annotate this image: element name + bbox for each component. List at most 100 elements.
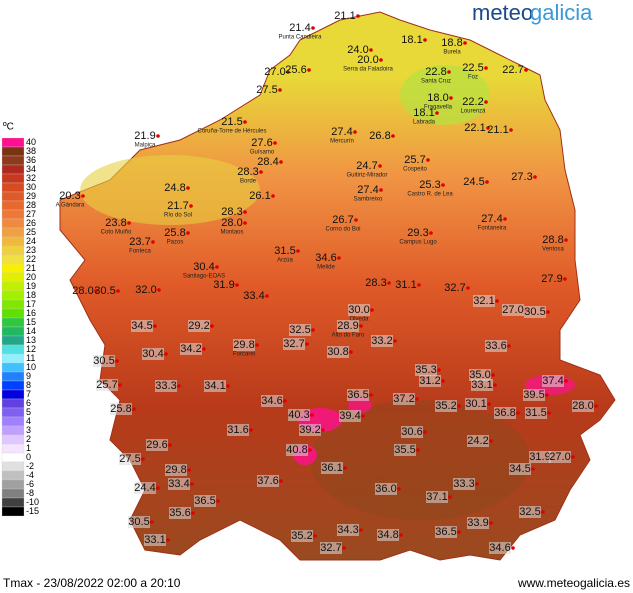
station-value: 21.5 (221, 116, 242, 128)
station-value: 29.2 (188, 320, 209, 332)
value-box (377, 529, 399, 541)
legend-swatch (1, 317, 25, 328)
station-value: 25.7 (404, 154, 425, 166)
legend-swatch (1, 200, 25, 211)
value-box (524, 306, 546, 318)
station-value: 20.0 (357, 54, 378, 66)
legend-label: 19 (26, 281, 36, 291)
station-value: 37.2 (393, 393, 414, 405)
station-value: 21.1 (334, 10, 355, 22)
legend-label: 6 (26, 398, 31, 408)
station-name: Guísamo (250, 150, 275, 156)
station-name: Corno do Boi (325, 227, 360, 233)
station-value: 30.5 (93, 355, 114, 367)
station-value: 27.9 (541, 273, 562, 285)
value-box (509, 463, 531, 475)
station-dot (132, 407, 136, 411)
station-value: 31.2 (419, 375, 440, 387)
station-name: Santa Cruz (421, 79, 451, 85)
station-value: 36.0 (375, 483, 396, 495)
station-dot (379, 58, 383, 62)
station-dot (310, 413, 314, 417)
legend-swatch (1, 488, 25, 499)
station-value: 40.3 (288, 409, 309, 421)
station-value: 22.2 (462, 96, 483, 108)
value-box (489, 542, 511, 554)
station-name: Fonteca (129, 249, 151, 255)
legend-label: 26 (26, 218, 36, 228)
station-value: 24.8 (164, 182, 185, 194)
station-name: Borde (240, 179, 257, 185)
station-name: Castro R. de Lea (407, 192, 453, 198)
value-box (465, 398, 487, 410)
value-box (299, 424, 321, 436)
station-dot (547, 411, 551, 415)
station-value: 22.7 (502, 64, 523, 76)
station-value: 30.6 (401, 426, 422, 438)
legend-label: -4 (26, 470, 34, 480)
station-dot (489, 521, 493, 525)
station-dot (168, 443, 172, 447)
legend-label: 15 (26, 317, 36, 327)
station-value: 34.3 (337, 524, 358, 536)
station-value: 24.7 (356, 160, 377, 172)
legend-label: 4 (26, 416, 31, 426)
station-dot (594, 404, 598, 408)
station-value: 32.7 (444, 282, 465, 294)
station-dot (484, 66, 488, 70)
station-name: Cospeito (403, 167, 427, 173)
station-name: Montaos (220, 230, 243, 236)
station-name: Coto Muiño (101, 230, 132, 236)
station-dot (511, 546, 515, 550)
station-value: 27.4 (481, 213, 502, 225)
station-value: 31.9 (213, 279, 234, 291)
station-value: 30.5 (524, 306, 545, 318)
station-value: 22.1 (464, 122, 485, 134)
station-value: 34.1 (204, 380, 225, 392)
value-box (529, 451, 551, 463)
value-box (233, 339, 255, 351)
value-box (257, 475, 279, 487)
value-box (419, 375, 441, 387)
station-value: 21.7 (167, 200, 188, 212)
legend-label: 20 (26, 272, 36, 282)
station-dot (423, 430, 427, 434)
station-dot (337, 256, 341, 260)
station-dot (187, 468, 191, 472)
station-value: 34.6 (261, 395, 282, 407)
station-dot (164, 352, 168, 356)
station-value: 36.5 (435, 526, 456, 538)
station-name: Fragavella (424, 105, 453, 111)
station-name: Melide (317, 265, 335, 271)
station-value: 34.8 (377, 529, 398, 541)
value-box (142, 348, 164, 360)
station-value: 20.3 (59, 190, 80, 202)
station-value: 25.7 (96, 379, 117, 391)
station-dot (215, 265, 219, 269)
legend-label: 16 (26, 308, 36, 318)
legend-swatch (1, 254, 25, 265)
legend-label: 22 (26, 254, 36, 264)
legend-label: -6 (26, 479, 34, 489)
station-dot (342, 546, 346, 550)
station-dot (243, 210, 247, 214)
station-value: 39.5 (523, 389, 544, 401)
legend-swatch (1, 461, 25, 472)
station-dot (369, 393, 373, 397)
station-value: 33.4 (168, 478, 189, 490)
value-box (168, 478, 190, 490)
station-value: 23.7 (129, 236, 150, 248)
station-dot (166, 538, 170, 542)
station-dot (81, 194, 85, 198)
legend-label: 8 (26, 380, 31, 390)
value-box (435, 400, 457, 412)
station-name: Burela (443, 50, 461, 56)
station-value: 33.3 (453, 478, 474, 490)
legend-label: 27 (26, 209, 36, 219)
logo-galicia: galicia (530, 0, 593, 25)
station-dot (423, 38, 427, 42)
station-value: 34.6 (315, 252, 336, 264)
station-dot (369, 48, 373, 52)
value-box (467, 517, 489, 529)
